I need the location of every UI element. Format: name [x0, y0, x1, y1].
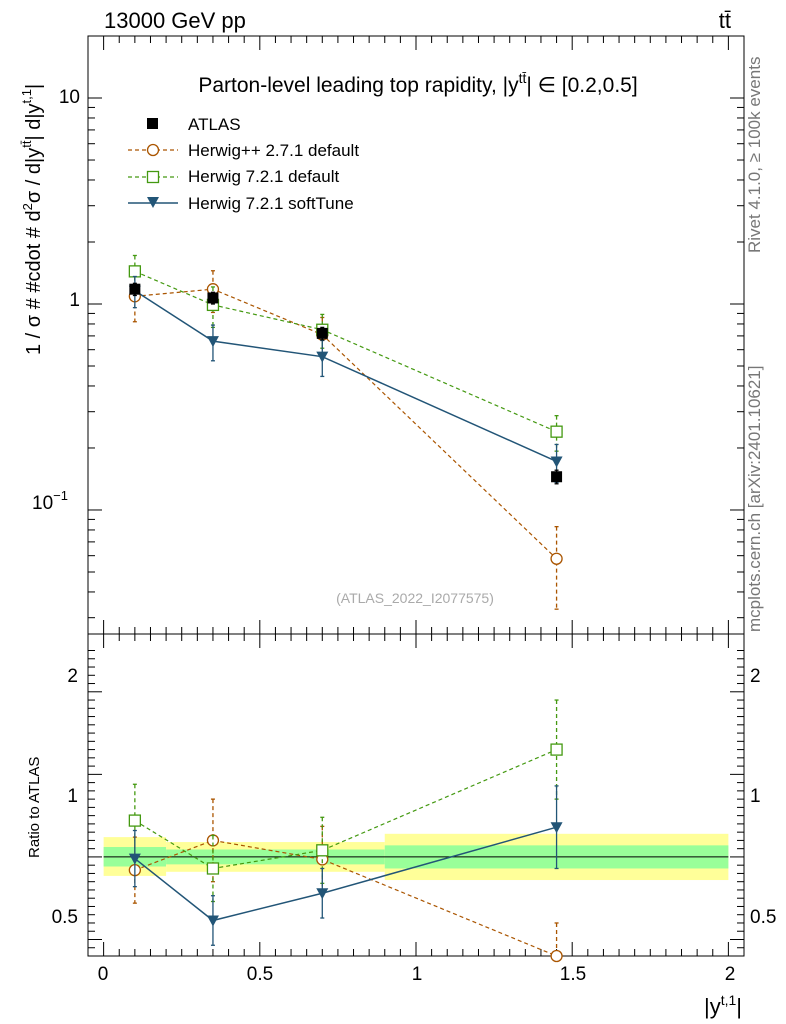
- xlabel-main: |y: [704, 994, 721, 1019]
- main-title-text: Parton-level leading top rapidity, |y: [198, 74, 519, 97]
- header-energy-label: 13000 GeV pp: [104, 8, 246, 33]
- main-ylabel-g: |: [23, 84, 45, 89]
- xtick-label-1p5: 1.5: [560, 964, 586, 985]
- xtick-label-0: 0: [98, 964, 109, 985]
- ratio-point: [128, 814, 142, 827]
- ratio-ticks: [88, 634, 744, 956]
- rivet-version-label: Rivet 4.1.0, ≥ 100k events: [745, 57, 764, 253]
- ratio-panel: 2 1 0.5 2 1 0.5 0 0.5 1 1.5 2 Ratio to A…: [26, 633, 776, 1019]
- mcplots-label: mcplots.cern.ch [arXiv:2401.10621]: [745, 366, 764, 632]
- ratio-point: [206, 915, 219, 927]
- ratio-point: [316, 888, 329, 900]
- main-point: [128, 265, 142, 278]
- main-frame: [87, 35, 745, 635]
- ratio-ytick-label-1-right: 1: [750, 786, 761, 807]
- xtick-label-2: 2: [725, 964, 736, 985]
- main-point: [206, 336, 219, 348]
- ratio-ytick-label-1-left: 1: [67, 786, 78, 807]
- ratio-ytick-label-2-left: 2: [67, 666, 78, 687]
- main-line: [134, 270, 557, 433]
- main-point: [129, 283, 141, 295]
- ratio-line: [134, 826, 557, 922]
- ratio-series-herwig-7-2-1-default: [128, 699, 563, 903]
- legend-marker-softtune: [147, 197, 159, 208]
- legend-label-herwigpp: Herwig++ 2.7.1 default: [188, 141, 359, 160]
- ratio-point: [550, 949, 563, 963]
- main-ylabel: 1 / σ # #cdot # d2σ / d|ytt̄| d|yt,1|: [19, 84, 45, 355]
- ratio-frame: [87, 633, 745, 957]
- main-ylabel-d: tt̄: [19, 140, 34, 148]
- main-title-sup: tt̄: [519, 70, 527, 86]
- xlabel-tail: |: [736, 994, 742, 1019]
- main-point: [550, 456, 563, 468]
- main-ylabel-c: σ / d|y: [23, 148, 45, 203]
- ratio-point: [550, 822, 563, 834]
- header-process-label: tt̄: [719, 8, 731, 33]
- ratio-series-layer: [128, 699, 563, 963]
- main-ytick-label-0p1-exp: −1: [53, 488, 68, 503]
- main-point: [551, 471, 563, 483]
- ratio-series-herwig-7-2-1-softtune: [128, 785, 563, 946]
- legend-marker-atlas: [147, 118, 158, 129]
- main-ytick-label-10: 10: [59, 87, 80, 108]
- ratio-series-herwig-2-7-1-default: [128, 798, 563, 963]
- ratio-point: [316, 844, 329, 857]
- xtick-label-1: 1: [412, 964, 423, 985]
- xlabel-sup: t,1: [721, 992, 737, 1008]
- main-y-ticks: [88, 35, 744, 634]
- main-series-atlas: [129, 282, 563, 485]
- ratio-ytick-label-0p5-right: 0.5: [750, 907, 776, 928]
- legend-marker-herwigpp: [146, 143, 160, 157]
- legend-label-atlas: ATLAS: [188, 115, 241, 134]
- main-ylabel-e: | d|y: [23, 103, 45, 140]
- main-title-tail: | ∈ [0.2,0.5]: [526, 74, 637, 97]
- ratio-point: [206, 862, 220, 875]
- ratio-ytick-label-0p5-left: 0.5: [52, 907, 78, 928]
- ratio-line: [134, 749, 557, 870]
- ratio-point: [550, 743, 563, 756]
- main-point: [550, 425, 563, 438]
- main-ylabel-a: 1 / σ # #cdot # d: [23, 210, 45, 355]
- main-panel: Parton-level leading top rapidity, |ytt̄…: [19, 35, 745, 635]
- xtick-label-0p5: 0.5: [247, 964, 273, 985]
- main-point: [316, 327, 328, 339]
- main-ylabel-f: t,1: [19, 89, 34, 103]
- main-ytick-label-0p1-base: 10: [32, 493, 53, 514]
- main-ytick-label-0p1: 10−1: [32, 488, 68, 514]
- legend-marker-herwig7: [146, 170, 160, 184]
- main-title: Parton-level leading top rapidity, |ytt̄…: [198, 70, 637, 97]
- legend: ATLAS Herwig++ 2.7.1 default Herwig 7.2.…: [128, 115, 359, 213]
- main-line: [134, 290, 557, 463]
- main-point: [550, 552, 563, 565]
- ratio-bands: [103, 833, 729, 881]
- legend-label-softtune: Herwig 7.2.1 softTune: [188, 194, 354, 213]
- xlabel: |yt,1|: [704, 992, 742, 1019]
- ratio-ylabel: Ratio to ATLAS: [26, 757, 43, 858]
- main-ylabel-b: 2: [20, 203, 35, 210]
- main-point: [207, 292, 219, 304]
- ratio-point: [128, 853, 141, 865]
- main-series-layer: [128, 254, 563, 610]
- main-ytick-label-1: 1: [69, 290, 80, 311]
- main-point: [316, 351, 329, 363]
- analysis-watermark: (ATLAS_2022_I2077575): [336, 590, 494, 606]
- legend-label-herwig7: Herwig 7.2.1 default: [188, 167, 339, 186]
- ratio-ytick-label-2-right: 2: [750, 666, 761, 687]
- main-line: [134, 288, 557, 560]
